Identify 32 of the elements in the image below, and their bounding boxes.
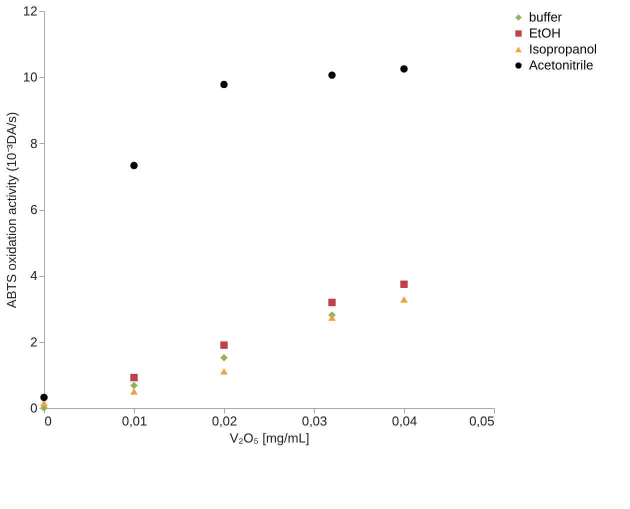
y-tick-label: 8 — [30, 136, 38, 151]
y-tick-label: 0 — [30, 400, 38, 416]
point — [400, 280, 408, 288]
point — [130, 382, 138, 390]
x-tick-label: 0 — [44, 414, 52, 428]
y-tick-label: 4 — [30, 268, 38, 284]
legend-label: Acetonitrile — [529, 58, 594, 72]
point — [220, 80, 228, 88]
point — [220, 341, 228, 349]
point — [328, 71, 336, 79]
x-tick-label: 0,03 — [302, 414, 328, 428]
x-tick-label: 0,02 — [212, 414, 238, 428]
point — [400, 296, 408, 303]
y-tick-label: 10 — [23, 70, 38, 85]
y-tick-label: 12 — [23, 4, 38, 18]
legend-label: buffer — [529, 10, 563, 24]
x-axis-title: V₂O₅ [mg/mL] — [230, 430, 310, 446]
point — [130, 388, 138, 395]
x-tick-label: 0,05 — [469, 414, 494, 428]
point — [400, 65, 408, 73]
legend-label: Isopropanol — [529, 42, 598, 56]
x-tick-label: 0,04 — [392, 414, 418, 428]
point — [130, 374, 138, 382]
point — [328, 314, 336, 321]
point — [40, 394, 48, 402]
y-axis-title: ABTS oxidation activity (10⁻³DA/s) — [4, 112, 20, 308]
x-tick-label: 0,01 — [122, 414, 148, 428]
point — [220, 368, 228, 374]
y-tick-label: 6 — [30, 202, 38, 217]
point — [130, 162, 138, 170]
legend-label: EtOH — [529, 26, 561, 40]
y-tick-label: 2 — [30, 334, 38, 350]
